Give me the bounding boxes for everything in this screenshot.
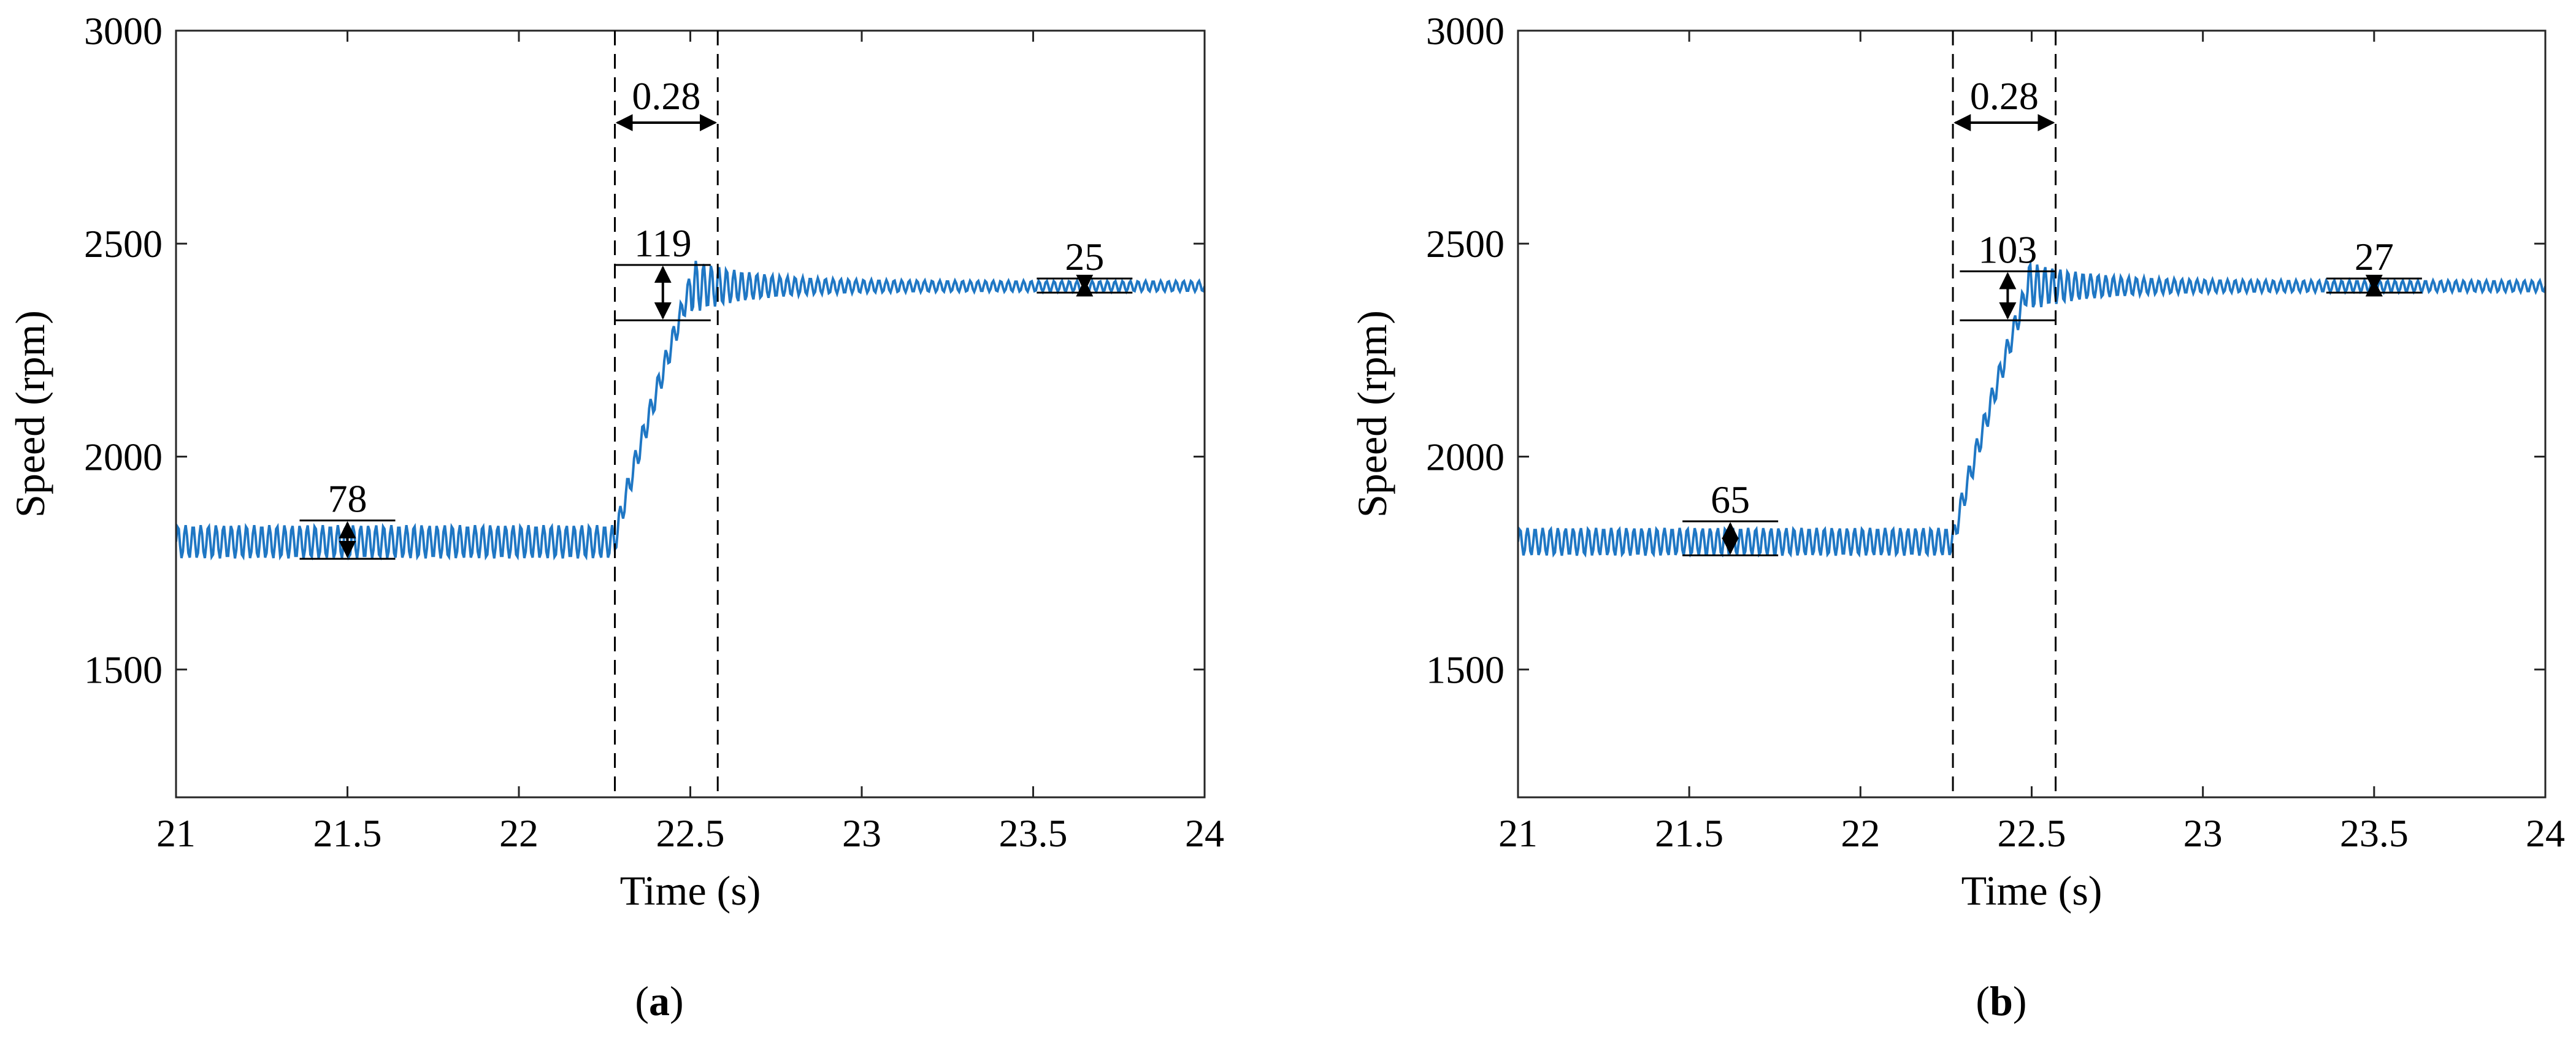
chart-b-axes-box — [1517, 29, 2547, 799]
chart-a-x-axis-label: Time (s) — [620, 867, 761, 914]
chart-a-x-tick-label: 23 — [842, 811, 881, 855]
chart-b-speed-series-line — [1518, 259, 2545, 558]
chart-a-amplitude-label: 25 — [1065, 235, 1104, 278]
chart-panel-a: 21 21.5 22 22.5 23 23.5 24 1500 2000 2500 3000 Time… — [7, 9, 1224, 1024]
chart-b-amplitude-label: 27 — [2355, 235, 2394, 278]
chart-panel-b: 21 21.5 22 22.5 23 23.5 24 1500 2000 2500 3000 Time… — [1349, 9, 2565, 1024]
chart-b-y-tick-label: 2500 — [1426, 222, 1505, 266]
chart-b-caption: (b) — [1976, 978, 2026, 1024]
chart-b-x-tick-label: 24 — [2526, 811, 2565, 855]
chart-a-interval-label: 0.28 — [632, 74, 700, 118]
chart-a-amplitude-label: 119 — [634, 221, 692, 265]
chart-a-x-tick-label: 22 — [499, 811, 539, 855]
chart-a-amplitude-label: 78 — [328, 477, 367, 521]
chart-b-y-tick-label: 1500 — [1426, 648, 1505, 692]
chart-b-x-tick-label: 23 — [2183, 811, 2223, 855]
chart-a-x-tick-label: 24 — [1185, 811, 1224, 855]
chart-b-x-axis-label: Time (s) — [1961, 867, 2103, 914]
chart-b-y-tick-label: 2000 — [1426, 435, 1505, 478]
chart-a-x-tick-label: 21 — [156, 811, 196, 855]
chart-b-x-tick-label: 22.5 — [1998, 811, 2066, 855]
chart-a-caption: (a) — [635, 978, 683, 1024]
chart-a-y-tick-label: 1500 — [84, 648, 163, 692]
chart-b-y-tick-label: 3000 — [1426, 9, 1505, 53]
chart-b-x-tick-label: 22 — [1841, 811, 1880, 855]
chart-a-x-tick-label: 21.5 — [313, 811, 382, 855]
chart-a-y-axis-label: Speed (rpm) — [7, 310, 53, 518]
chart-a-y-tick-label: 3000 — [84, 9, 163, 53]
chart-b-x-tick-label: 21 — [1498, 811, 1538, 855]
chart-b-amplitude-label: 65 — [1711, 478, 1750, 521]
chart-a-y-tick-label: 2000 — [84, 435, 163, 478]
chart-a-x-tick-label: 23.5 — [999, 811, 1068, 855]
chart-b-interval-label: 0.28 — [1970, 74, 2039, 118]
chart-a-y-tick-label: 2500 — [84, 222, 163, 266]
chart-b-amplitude-label: 103 — [1978, 228, 2037, 271]
chart-b-x-tick-label: 21.5 — [1655, 811, 1723, 855]
chart-a-x-tick-label: 22.5 — [656, 811, 725, 855]
chart-b-y-axis-label: Speed (rpm) — [1349, 310, 1395, 518]
chart-a-axes-box — [175, 29, 1206, 799]
chart-b-x-tick-label: 23.5 — [2340, 811, 2409, 855]
